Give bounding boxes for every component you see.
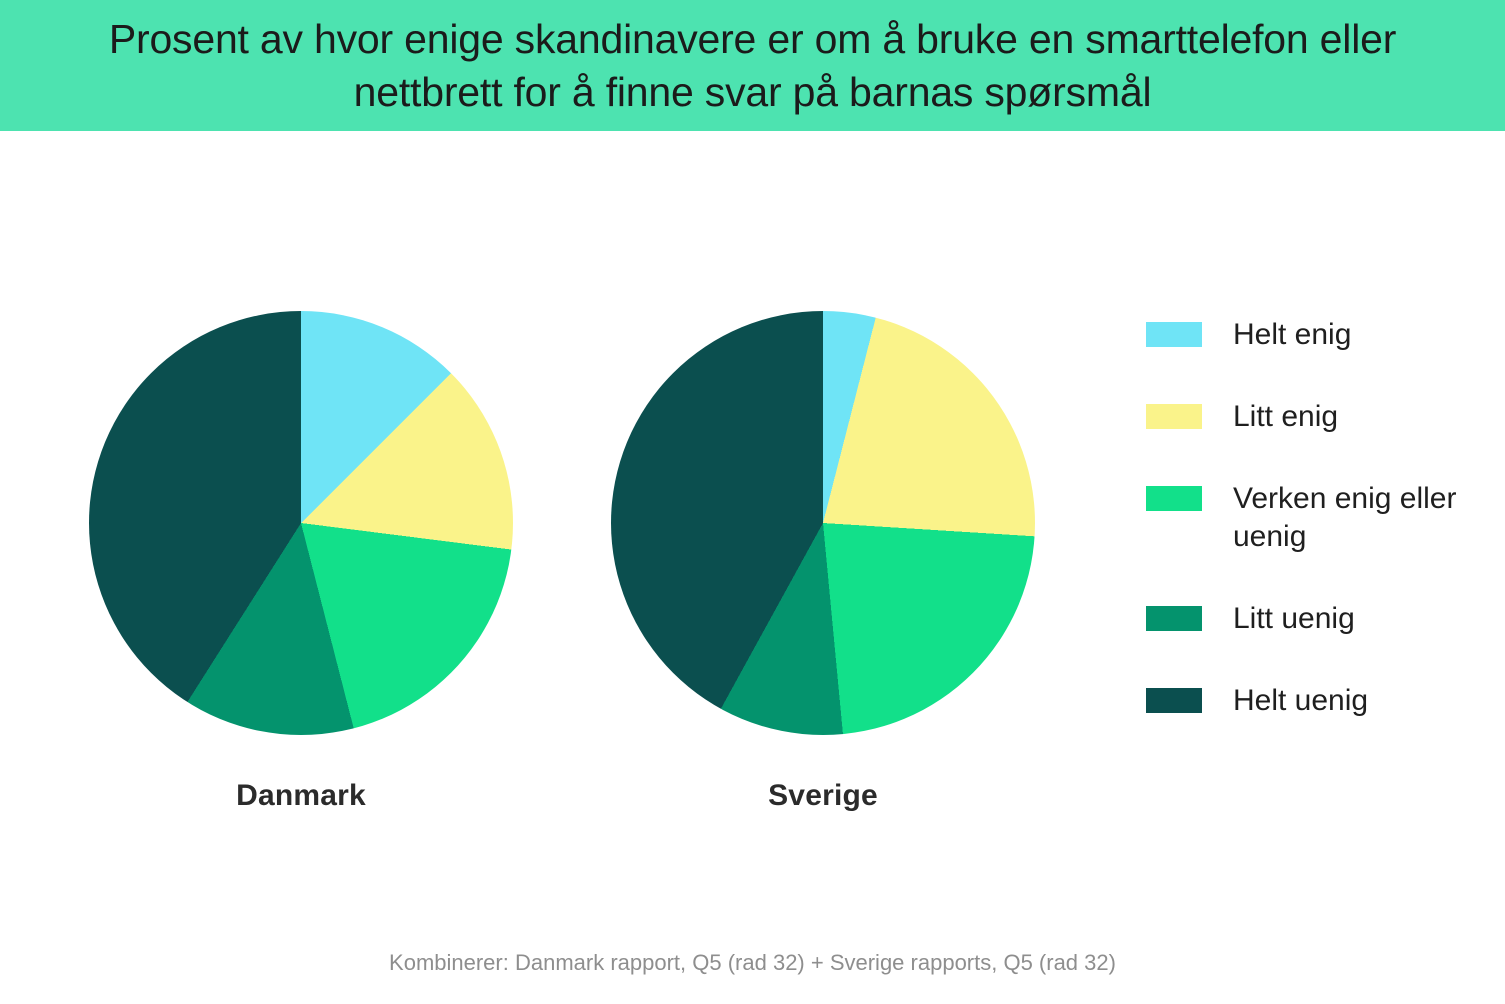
pie-chart-danmark: Danmark <box>86 311 516 813</box>
legend-item-litt-uenig: Litt uenig <box>1146 600 1496 638</box>
pie-label-sverige: Sverige <box>768 779 878 812</box>
source-note: Kombinerer: Danmark rapport, Q5 (rad 32)… <box>389 950 1116 975</box>
legend-item-helt-enig: Helt enig <box>1146 316 1496 354</box>
legend-label: Litt enig <box>1233 400 1339 434</box>
legend-item-helt-uenig: Helt uenig <box>1146 682 1496 720</box>
legend-label: Helt uenig <box>1233 684 1369 718</box>
legend-swatch-icon <box>1146 486 1202 512</box>
legend-item-verken-enig-eller-uenig: Verken enig eller uenig <box>1146 480 1496 556</box>
legend-swatch-icon <box>1146 606 1202 632</box>
pie-chart-sverige: Sverige <box>608 311 1038 813</box>
legend-swatch-icon <box>1146 404 1202 430</box>
legend: Helt enig Litt enig Verken enig eller ue… <box>1146 316 1496 765</box>
legend-label: Verken enig eller uenig <box>1233 482 1457 554</box>
legend-swatch-icon <box>1146 688 1202 714</box>
legend-item-litt-enig: Litt enig <box>1146 398 1496 436</box>
header-banner: Prosent av hvor enige skandinavere er om… <box>0 0 1505 131</box>
page-title: Prosent av hvor enige skandinavere er om… <box>108 16 1397 115</box>
legend-swatch-icon <box>1146 322 1202 347</box>
pie-label-danmark: Danmark <box>236 779 366 812</box>
pie-slices-danmark <box>89 311 513 735</box>
legend-label: Litt uenig <box>1233 602 1355 636</box>
legend-label: Helt enig <box>1233 318 1352 351</box>
chart-canvas: Danmark Sverige Helt enig Litt enig Verk… <box>0 131 1505 1004</box>
pie-slices-sverige <box>611 311 1035 735</box>
